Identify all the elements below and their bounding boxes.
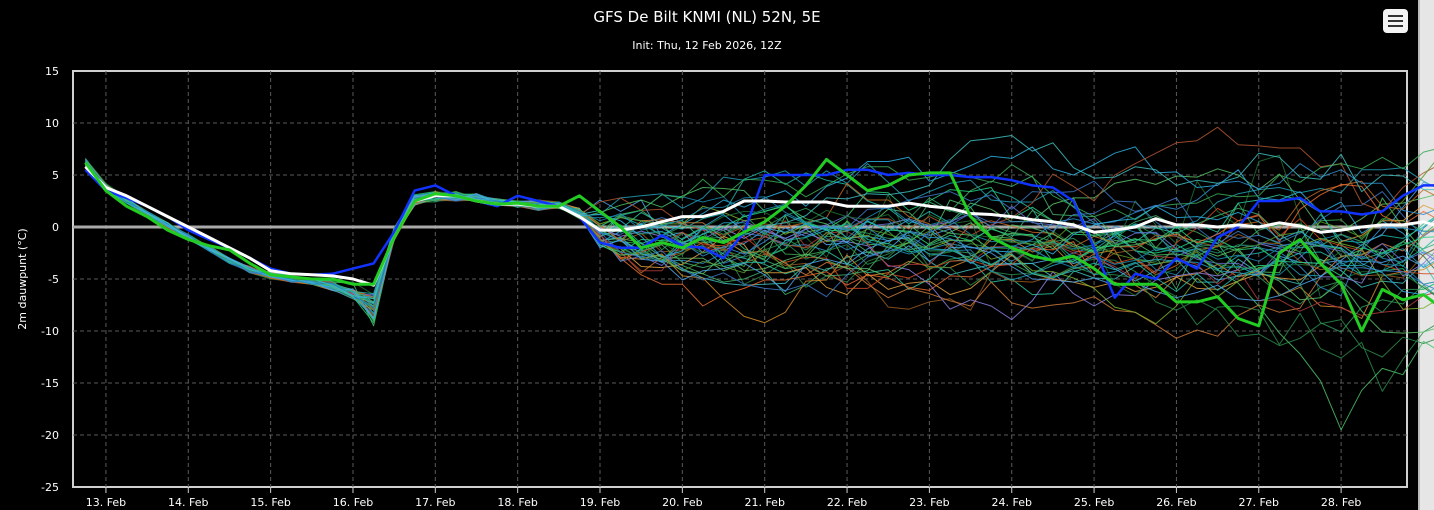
series-line-member bbox=[85, 164, 1434, 431]
y-tick-label: 15 bbox=[45, 65, 59, 78]
x-tick-label: 28. Feb bbox=[1321, 496, 1361, 509]
x-tick-label: 14. Feb bbox=[168, 496, 208, 509]
chart-subtitle: Init: Thu, 12 Feb 2026, 12Z bbox=[632, 39, 782, 52]
y-tick-label: 5 bbox=[52, 169, 59, 182]
series-line-member bbox=[85, 161, 1434, 300]
x-tick-label: 24. Feb bbox=[992, 496, 1032, 509]
series-line-control bbox=[84, 157, 1434, 333]
y-tick-label: 10 bbox=[45, 117, 59, 130]
series-group bbox=[84, 126, 1434, 431]
y-tick-label: -25 bbox=[41, 481, 59, 494]
series-line-member bbox=[84, 161, 1434, 318]
menu-bar bbox=[1388, 25, 1403, 27]
y-axis-label: 2m dauwpunt (°C) bbox=[16, 228, 29, 329]
series-line-member bbox=[85, 135, 1434, 300]
series-line-member bbox=[84, 162, 1434, 316]
y-tick-label: -10 bbox=[41, 325, 59, 338]
window-edge bbox=[1418, 0, 1434, 510]
x-tick-label: 19. Feb bbox=[580, 496, 620, 509]
x-tick-label: 23. Feb bbox=[909, 496, 949, 509]
y-tick-label: -20 bbox=[41, 429, 59, 442]
x-tick-label: 15. Feb bbox=[250, 496, 290, 509]
chart-title: GFS De Bilt KNMI (NL) 52N, 5E bbox=[593, 8, 821, 26]
x-axis-ticks: 13. Feb 14. Feb 15. Feb 16. Feb 17. Feb 18. F… bbox=[86, 487, 1361, 509]
x-tick-label: 13. Feb bbox=[86, 496, 126, 509]
x-tick-label: 21. Feb bbox=[744, 496, 784, 509]
x-tick-label: 25. Feb bbox=[1074, 496, 1114, 509]
grid-lines bbox=[73, 71, 1407, 487]
x-tick-label: 17. Feb bbox=[415, 496, 455, 509]
hamburger-menu-icon[interactable] bbox=[1383, 9, 1408, 33]
series-line-operational bbox=[84, 168, 1434, 299]
x-tick-label: 18. Feb bbox=[497, 496, 537, 509]
series-line-mean bbox=[84, 165, 1434, 287]
y-axis-ticks: 15 10 5 0 -5 -10 -15 -20 -25 bbox=[41, 65, 59, 494]
x-tick-label: 22. Feb bbox=[827, 496, 867, 509]
series-line-member bbox=[84, 160, 1434, 325]
x-tick-label: 20. Feb bbox=[662, 496, 702, 509]
y-tick-label: -5 bbox=[48, 273, 59, 286]
menu-bar bbox=[1388, 15, 1403, 17]
series-line-member bbox=[85, 163, 1434, 305]
x-tick-label: 26. Feb bbox=[1156, 496, 1196, 509]
y-tick-label: 0 bbox=[52, 221, 59, 234]
y-tick-label: -15 bbox=[41, 377, 59, 390]
x-tick-label: 16. Feb bbox=[333, 496, 373, 509]
menu-bar bbox=[1388, 20, 1403, 22]
x-tick-label: 27. Feb bbox=[1239, 496, 1279, 509]
